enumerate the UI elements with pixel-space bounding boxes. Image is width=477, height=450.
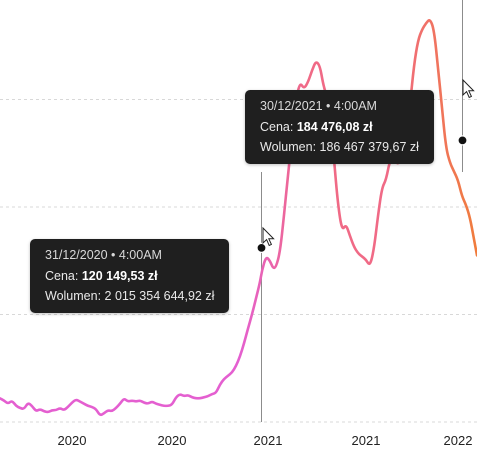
tooltip-price-label: Cena: (260, 119, 294, 134)
hover-marker-dot (256, 242, 267, 253)
tooltip-date: 30/12/2021 • 4:00AM (260, 99, 377, 113)
x-tick-label: 2021 (352, 433, 381, 448)
tooltip-2021: 30/12/2021 • 4:00AM Cena: 184 476,08 zł … (245, 90, 434, 164)
tooltip-price-row: Cena: 184 476,08 zł (260, 117, 419, 138)
x-tick-label: 2021 (254, 433, 283, 448)
price-series-line[interactable] (0, 19, 477, 417)
tooltip-price-value: 120 149,53 zł (81, 268, 158, 283)
hover-marker-dot (457, 135, 468, 146)
tooltip-volume-row: Wolumen: 2 015 354 644,92 zł (45, 286, 214, 307)
cursors (262, 78, 475, 247)
x-axis-ticks: 2020 2020 2021 2021 2022 (58, 433, 473, 448)
tooltip-price-value: 184 476,08 zł (296, 119, 373, 134)
tooltip-volume-label: Wolumen: (260, 140, 317, 154)
tooltip-volume-row: Wolumen: 186 467 379,67 zł (260, 137, 419, 158)
tooltip-2020: 31/12/2020 • 4:00AM Cena: 120 149,53 zł … (30, 239, 230, 313)
x-tick-label: 2020 (158, 433, 187, 448)
x-tick-label: 2022 (444, 433, 473, 448)
x-tick-label: 2020 (58, 433, 87, 448)
mouse-cursor-icon (462, 78, 475, 99)
hover-markers (256, 135, 468, 253)
tooltip-volume-value: 2 015 354 644,92 zł (104, 289, 215, 303)
mouse-cursor-icon (262, 226, 275, 247)
tooltip-volume-label: Wolumen: (45, 289, 102, 303)
hover-lines (261, 0, 463, 422)
tooltip-date: 31/12/2020 • 4:00AM (45, 248, 162, 262)
tooltip-price-row: Cena: 120 149,53 zł (45, 266, 214, 287)
tooltip-price-label: Cena: (45, 268, 79, 283)
tooltip-volume-value: 186 467 379,67 zł (319, 140, 419, 154)
